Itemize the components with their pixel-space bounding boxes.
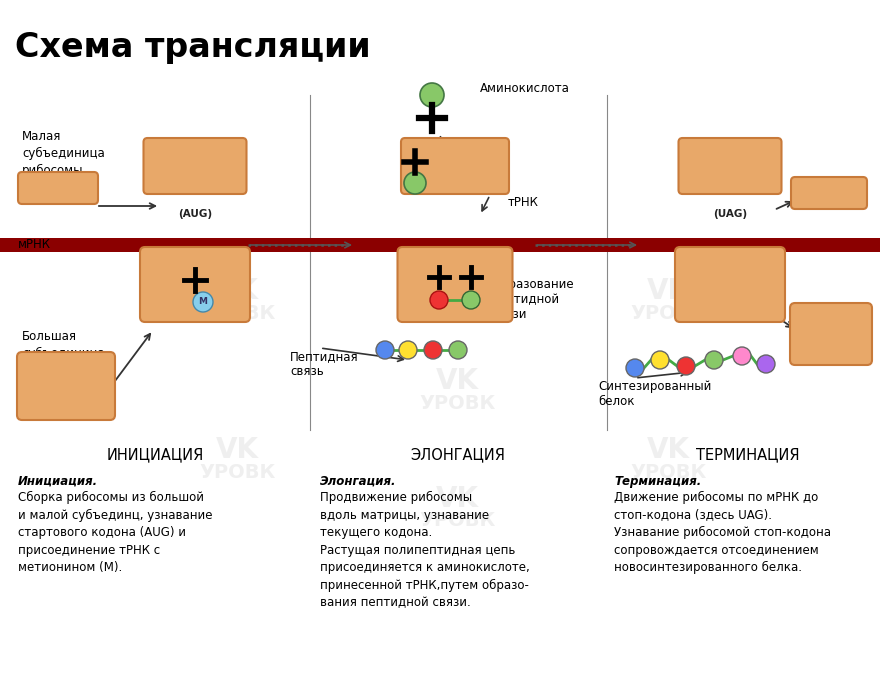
- Text: VK: VK: [436, 367, 479, 395]
- Text: Элонгация.: Элонгация.: [320, 475, 397, 488]
- Text: (AUG): (AUG): [178, 209, 212, 219]
- Circle shape: [399, 341, 417, 359]
- Text: УРОВК: УРОВК: [631, 304, 707, 322]
- Text: VK: VK: [436, 485, 479, 513]
- FancyBboxPatch shape: [140, 247, 250, 322]
- FancyBboxPatch shape: [143, 138, 246, 194]
- Text: УРОВК: УРОВК: [631, 463, 707, 482]
- Text: УРОВК: УРОВК: [420, 394, 495, 412]
- Text: VK: VK: [216, 437, 259, 464]
- Text: ИНИЦИАЦИЯ: ИНИЦИАЦИЯ: [106, 448, 203, 462]
- Text: Малая
субъединица
рибосомы: Малая субъединица рибосомы: [22, 130, 105, 177]
- Circle shape: [430, 291, 448, 309]
- Text: Продвижение рибосомы
вдоль матрицы, узнавание
текущего кодона.
Растущая полипепт: Продвижение рибосомы вдоль матрицы, узна…: [320, 491, 530, 609]
- Text: VK: VK: [648, 437, 690, 464]
- Text: ЭЛОНГАЦИЯ: ЭЛОНГАЦИЯ: [411, 448, 505, 462]
- Circle shape: [376, 341, 394, 359]
- Circle shape: [193, 292, 213, 312]
- Circle shape: [757, 355, 775, 373]
- Text: Инициация.: Инициация.: [18, 475, 99, 488]
- FancyBboxPatch shape: [678, 138, 781, 194]
- Text: M: M: [199, 297, 208, 306]
- Circle shape: [733, 347, 751, 365]
- Circle shape: [449, 341, 467, 359]
- Text: Пептидная
связь: Пептидная связь: [290, 350, 359, 378]
- Circle shape: [420, 83, 444, 107]
- Text: Движение рибосомы по мРНК до
стоп-кодона (здесь UAG).
Узнавание рибосомой стоп-к: Движение рибосомы по мРНК до стоп-кодона…: [614, 491, 831, 574]
- Text: VK: VK: [648, 277, 690, 305]
- FancyBboxPatch shape: [790, 303, 872, 365]
- Text: Синтезированный
белок: Синтезированный белок: [598, 380, 711, 408]
- Text: УРОВК: УРОВК: [200, 304, 275, 322]
- Circle shape: [462, 291, 480, 309]
- Text: ТЕРМИНАЦИЯ: ТЕРМИНАЦИЯ: [696, 448, 800, 462]
- Text: Большая
субъединица
рибосомы: Большая субъединица рибосомы: [22, 330, 105, 377]
- Text: Аминокислота: Аминокислота: [480, 82, 570, 94]
- Circle shape: [404, 172, 426, 194]
- Text: УРОВК: УРОВК: [420, 511, 495, 530]
- Circle shape: [424, 341, 442, 359]
- Bar: [0, 238, 880, 252]
- Text: VK: VK: [216, 277, 259, 305]
- FancyBboxPatch shape: [18, 172, 98, 204]
- FancyBboxPatch shape: [675, 247, 785, 322]
- FancyBboxPatch shape: [791, 177, 867, 209]
- Text: УРОВК: УРОВК: [200, 463, 275, 482]
- FancyBboxPatch shape: [398, 247, 512, 322]
- Text: Сборка рибосомы из большой
и малой субъединц, узнавание
стартового кодона (AUG) : Сборка рибосомы из большой и малой субъе…: [18, 491, 212, 574]
- Text: мРНК: мРНК: [18, 238, 51, 252]
- Text: (UAG): (UAG): [713, 209, 747, 219]
- FancyBboxPatch shape: [17, 352, 115, 420]
- Text: Образование
пептидной
связи: Образование пептидной связи: [492, 278, 574, 321]
- Text: Схема трансляции: Схема трансляции: [15, 31, 370, 64]
- Circle shape: [677, 357, 695, 375]
- Circle shape: [651, 351, 669, 369]
- Circle shape: [626, 359, 644, 377]
- Text: Терминация.: Терминация.: [614, 475, 701, 488]
- Circle shape: [705, 351, 723, 369]
- FancyBboxPatch shape: [401, 138, 509, 194]
- Text: тРНК: тРНК: [508, 197, 539, 209]
